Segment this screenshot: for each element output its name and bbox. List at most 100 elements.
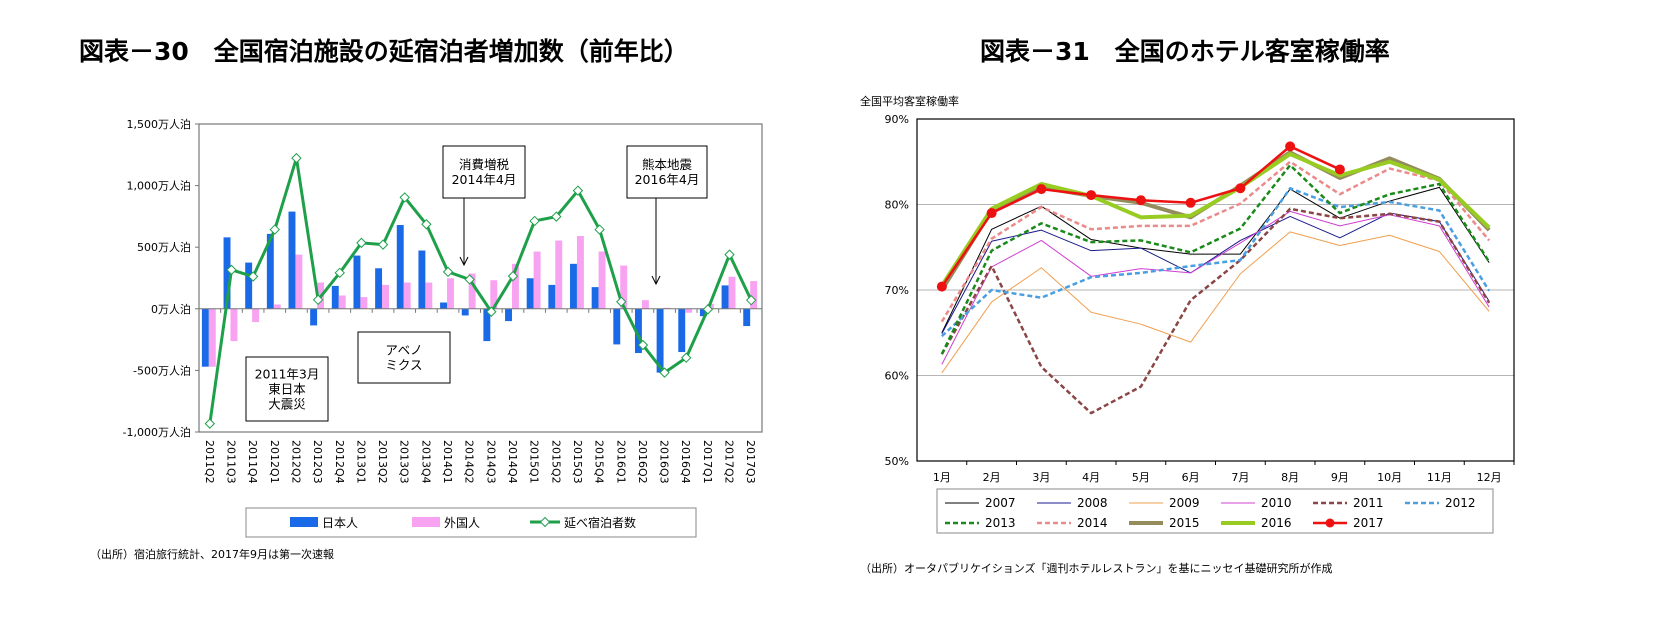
- legend-marker: [1325, 518, 1335, 528]
- bar-foreign: [750, 281, 758, 309]
- plot-frame: [198, 123, 763, 433]
- legend-marker: [539, 516, 551, 528]
- x-tick-label: 2012Q2: [289, 440, 302, 484]
- x-tick-label: 10月: [1377, 471, 1402, 484]
- bar-foreign: [598, 251, 606, 309]
- annotation-text: 熊本地震: [642, 157, 693, 172]
- x-tick-label: 2014Q3: [484, 440, 497, 484]
- x-tick-label: 6月: [1182, 471, 1200, 484]
- x-tick-label: 1月: [933, 471, 951, 484]
- legend-label: 日本人: [322, 516, 358, 530]
- chart-2-title: 図表－31 全国のホテル客室稼働率: [980, 37, 1390, 66]
- total-marker: [247, 271, 259, 282]
- x-tick-label: 4月: [1082, 471, 1100, 484]
- x-tick-label: 2013Q2: [376, 440, 389, 484]
- series-marker-2017: [936, 281, 947, 292]
- total-marker: [399, 192, 410, 203]
- legend-label: 2014: [1077, 516, 1108, 530]
- total-marker: [659, 367, 670, 378]
- bar-japanese: [548, 284, 556, 309]
- total-marker: [377, 239, 389, 250]
- bar-foreign: [511, 263, 519, 309]
- x-tick-label: 2012Q1: [268, 440, 281, 484]
- bar-foreign: [728, 276, 736, 309]
- total-marker: [226, 264, 237, 276]
- total-marker: [572, 185, 584, 196]
- legend-box: [936, 488, 1494, 534]
- legend-label: 2008: [1077, 496, 1108, 510]
- bar-japanese: [678, 308, 686, 353]
- total-marker: [702, 304, 714, 315]
- total-marker: [551, 211, 562, 222]
- x-tick-label: 2013Q4: [419, 440, 432, 484]
- series-line-2014: [940, 160, 1491, 323]
- annotation-text: 東日本: [268, 382, 306, 397]
- bar-japanese: [591, 287, 599, 309]
- x-tick-label: 2015Q3: [571, 440, 584, 484]
- series-marker-2017: [1135, 195, 1146, 206]
- legend-label: 2007: [985, 496, 1016, 510]
- total-marker: [204, 418, 216, 429]
- bar-foreign: [252, 308, 260, 323]
- bar-japanese: [440, 302, 448, 309]
- bar-foreign: [295, 254, 303, 309]
- bar-foreign: [338, 295, 346, 309]
- series-marker-2017: [1285, 141, 1296, 152]
- x-tick-label: 2016Q2: [636, 440, 649, 484]
- bar-foreign: [533, 251, 541, 309]
- bar-foreign: [468, 273, 476, 309]
- total-marker: [442, 266, 454, 278]
- annotation-text: 大震災: [268, 397, 306, 412]
- x-tick-label: 2013Q1: [354, 440, 367, 484]
- legend-label: 2015: [1169, 516, 1200, 530]
- x-tick-label: 2016Q3: [658, 440, 671, 484]
- bar-foreign: [685, 308, 693, 313]
- x-tick-label: 2015Q2: [549, 440, 562, 484]
- total-marker: [356, 237, 367, 249]
- bar-foreign: [490, 280, 498, 309]
- bar-foreign: [273, 304, 281, 309]
- total-marker: [616, 296, 627, 307]
- total-marker: [291, 152, 302, 164]
- legend-label: 2009: [1169, 496, 1200, 510]
- bar-japanese: [266, 233, 274, 309]
- total-marker: [637, 339, 649, 351]
- total-marker: [681, 352, 692, 363]
- total-marker: [529, 215, 540, 227]
- annotation-box: [245, 356, 329, 422]
- bar-japanese: [310, 308, 318, 326]
- annotation-box: [626, 145, 708, 199]
- bar-japanese: [331, 285, 339, 309]
- chart-1-source-note: （出所）宿泊旅行統計、2017年9月は第一次速報: [90, 547, 334, 561]
- annotation-text: ミクス: [385, 358, 422, 373]
- x-tick-label: 2014Q1: [441, 440, 454, 484]
- series-line-2010: [941, 210, 1490, 365]
- bar-japanese: [353, 255, 361, 309]
- y-tick-label: 1,000万人泊: [127, 180, 192, 193]
- y-tick-label: 500万人泊: [137, 241, 191, 254]
- annotation-text: 2014年4月: [452, 172, 517, 187]
- total-marker: [724, 249, 735, 260]
- x-tick-label: 2017Q1: [701, 440, 714, 484]
- bar-foreign: [208, 308, 216, 367]
- series-marker-2017: [1185, 197, 1196, 208]
- legend-label: 2010: [1261, 496, 1292, 510]
- legend-swatch-foreign: [412, 517, 440, 527]
- total-marker: [507, 270, 519, 282]
- x-tick-label: 2014Q2: [463, 440, 476, 484]
- bar-japanese: [505, 308, 512, 322]
- bar-foreign: [382, 284, 389, 309]
- x-tick-label: 2011Q3: [224, 440, 237, 484]
- bar-japanese: [483, 308, 491, 342]
- chart-1-title: 図表－30 全国宿泊施設の延宿泊者増加数（前年比）: [79, 37, 689, 66]
- annotation-text: 消費増税: [459, 157, 510, 172]
- y-tick-label: 0万人泊: [151, 303, 191, 316]
- annotation-text: 2011年3月: [255, 367, 320, 382]
- y-tick-label: 70%: [885, 284, 909, 297]
- x-tick-label: 2014Q4: [506, 440, 519, 484]
- bar-japanese: [418, 250, 426, 309]
- x-tick-label: 9月: [1331, 471, 1349, 484]
- x-tick-label: 11月: [1427, 471, 1452, 484]
- x-tick-label: 2011Q4: [246, 440, 259, 484]
